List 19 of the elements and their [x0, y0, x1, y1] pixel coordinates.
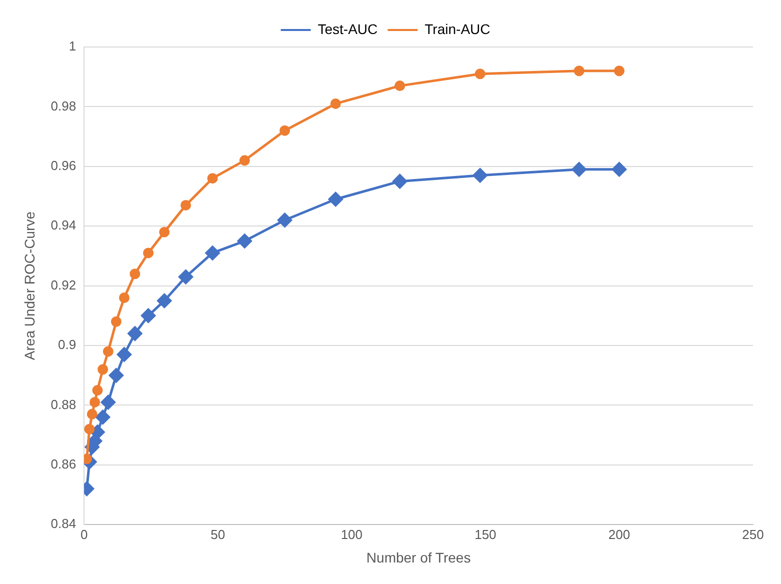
y-tick-label: 0.94 [50, 218, 76, 233]
x-tick-label: 200 [608, 526, 630, 542]
y-tick-label: 0.98 [50, 98, 76, 114]
y-tick-label: 0.86 [50, 456, 76, 472]
x-tick-label: 0 [80, 526, 88, 542]
x-tick-label: 250 [742, 526, 764, 542]
y-tick-label: 0.96 [50, 158, 76, 173]
y-tick-label: 0.92 [50, 277, 76, 292]
y-tick-label: 1 [68, 38, 76, 54]
legend-label: Train-AUC [424, 20, 490, 37]
y-tick-label: 0.84 [50, 516, 76, 532]
y-axis-title: Area Under ROC-Curve [21, 211, 38, 360]
x-axis-title: Number of Trees [366, 549, 471, 566]
x-tick-label: 150 [474, 526, 496, 542]
y-tick-label: 0.9 [58, 337, 76, 352]
legend-label: Test-AUC [318, 20, 378, 37]
y-tick-label: 0.88 [50, 396, 76, 412]
x-tick-label: 50 [210, 526, 226, 542]
x-tick-label: 100 [340, 526, 363, 542]
